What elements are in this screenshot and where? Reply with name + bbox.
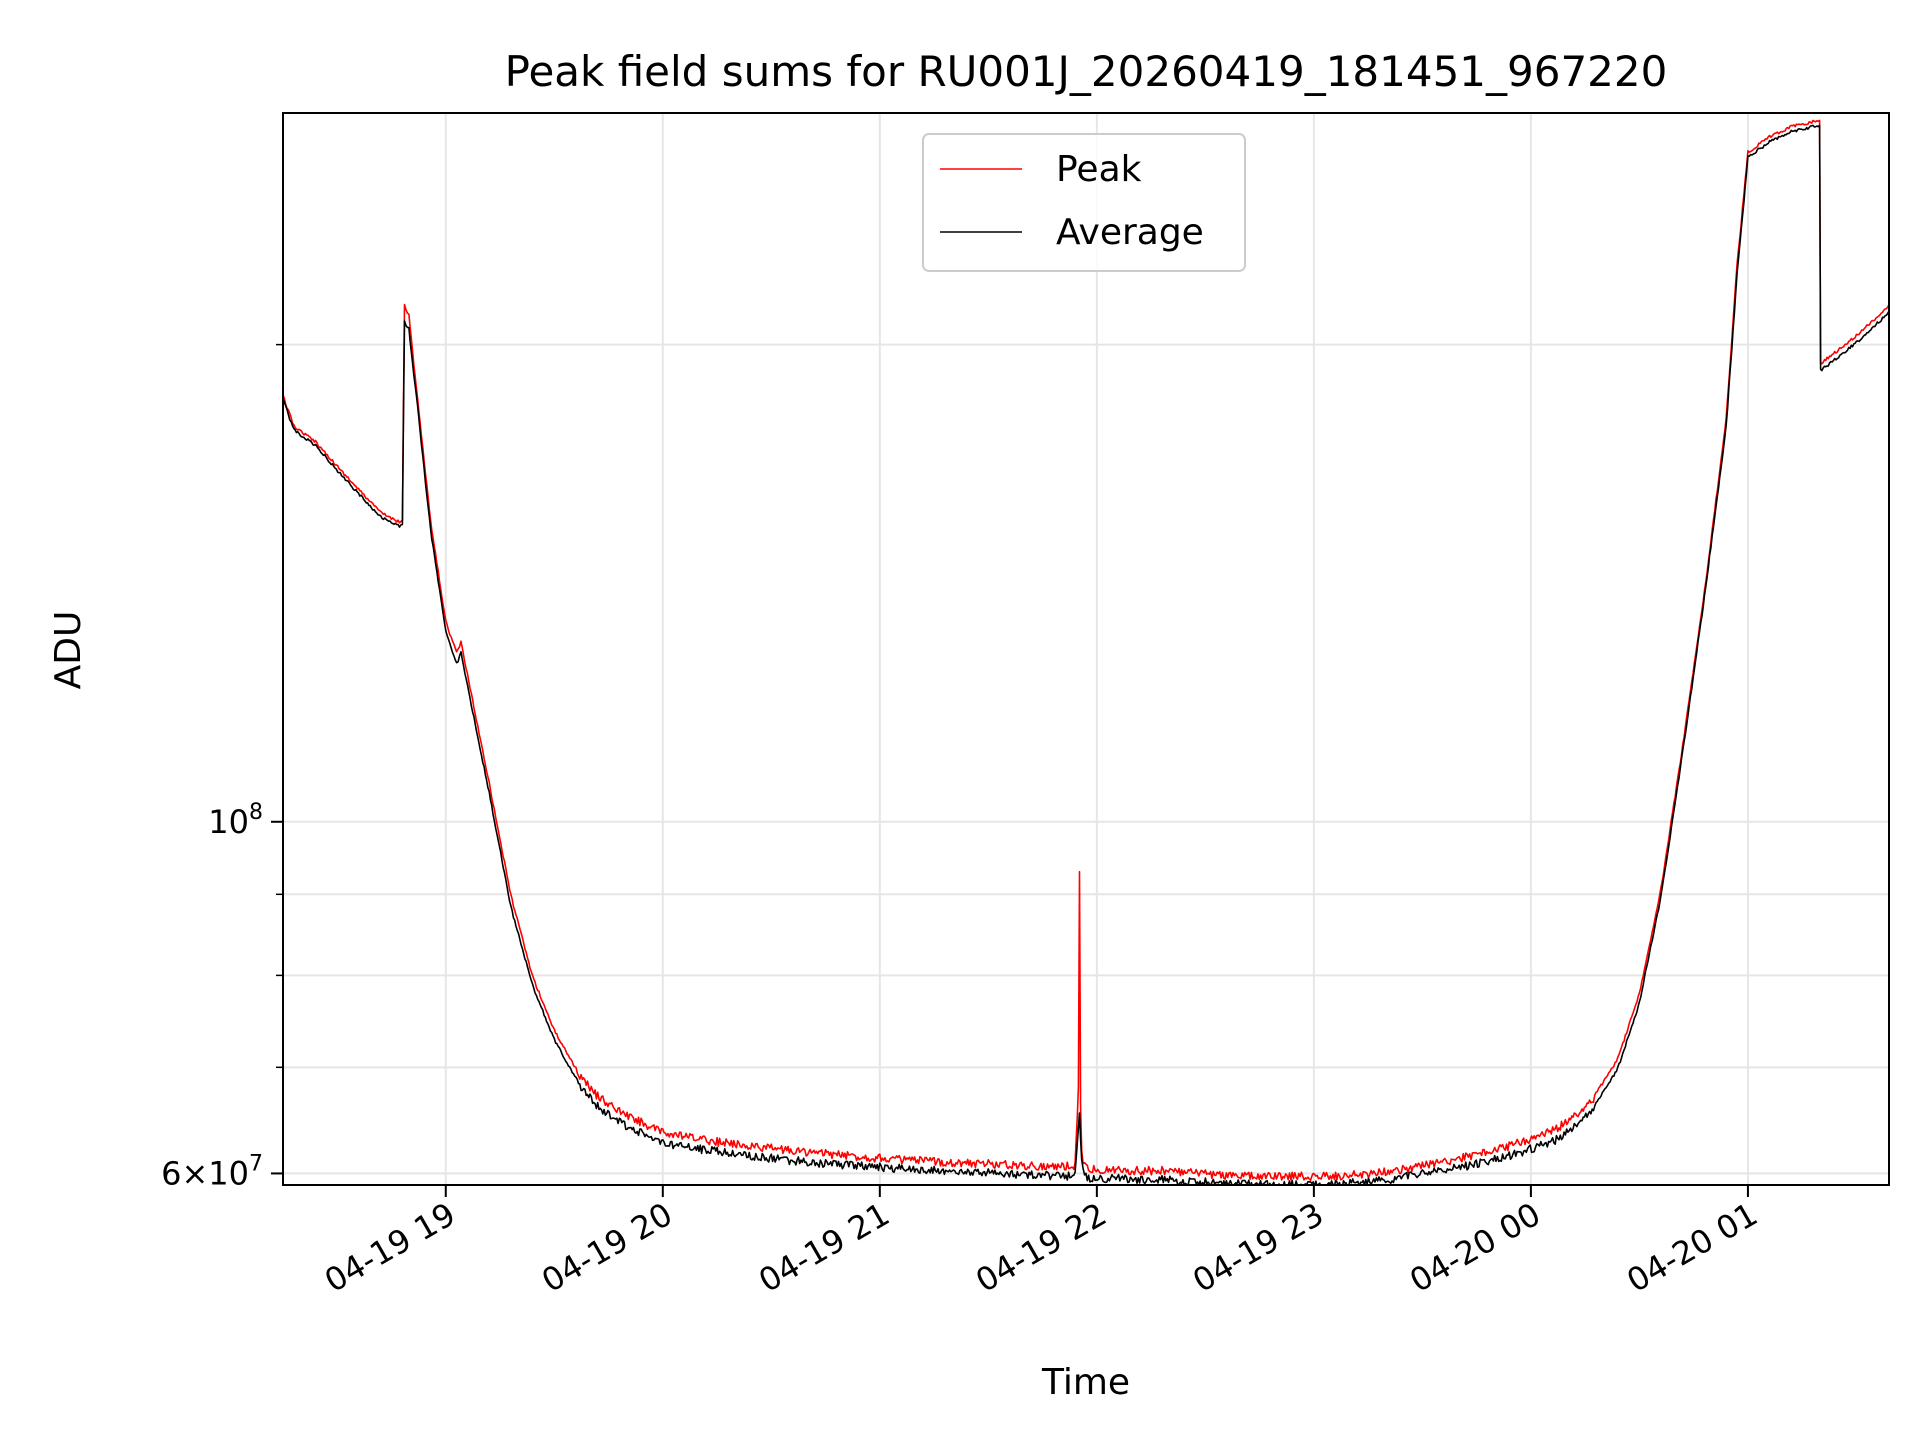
series-line-peak (283, 119, 1889, 1181)
legend-label-average: Average (1056, 212, 1204, 253)
y-tick-label: 108 (208, 800, 263, 841)
y-axis-label: ADU (48, 611, 89, 690)
series-layer (283, 119, 1889, 1185)
x-axis-label: Time (1041, 1362, 1130, 1403)
legend: Peak Average (922, 133, 1246, 272)
series-line-average (283, 124, 1889, 1185)
y-axis: 108 6×107 (161, 343, 283, 1192)
y-tick-label: 6×107 (161, 1151, 263, 1192)
chart-title: Peak field sums for RU001J_20260419_1814… (505, 47, 1668, 96)
plot-area (282, 112, 1890, 1186)
legend-label-peak: Peak (1056, 149, 1142, 190)
